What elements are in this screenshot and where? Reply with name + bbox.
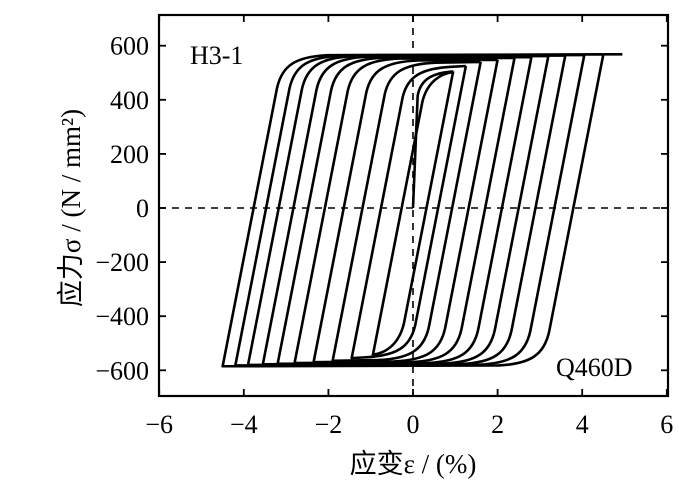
axis-tick-labels: −6 −4 −2 0 2 4 6 −600 −400 −200 0 200 400 600 — [95, 32, 673, 439]
x-tick-label: 6 — [660, 410, 673, 439]
hysteresis-curves — [221, 53, 623, 368]
x-tick-label: 2 — [491, 410, 504, 439]
material-label: Q460D — [556, 353, 633, 382]
hysteresis-loop — [221, 53, 605, 368]
y-tick-label: −200 — [95, 248, 149, 277]
y-tick-label: −600 — [95, 356, 149, 385]
hysteresis-loop — [371, 70, 455, 357]
y-tick-label: 600 — [110, 32, 149, 61]
x-axis-title: 应变ε / (%) — [350, 449, 477, 479]
specimen-label: H3-1 — [190, 41, 243, 70]
y-tick-label: 0 — [136, 194, 149, 223]
initial-loading-branch — [411, 70, 454, 209]
y-tick-label: −400 — [95, 302, 149, 331]
zero-reference-lines — [159, 15, 668, 396]
x-tick-label: 0 — [407, 410, 420, 439]
x-tick-label: −6 — [145, 410, 173, 439]
x-tick-label: −4 — [230, 410, 258, 439]
y-tick-label: 200 — [110, 140, 149, 169]
plot-frame — [157, 13, 670, 398]
y-tick-label: 400 — [110, 86, 149, 115]
x-tick-label: −2 — [315, 410, 343, 439]
hysteresis-loop — [350, 64, 468, 360]
x-tick-label: 4 — [576, 410, 589, 439]
y-axis-title: 应力σ / (N / mm²) — [56, 109, 86, 307]
